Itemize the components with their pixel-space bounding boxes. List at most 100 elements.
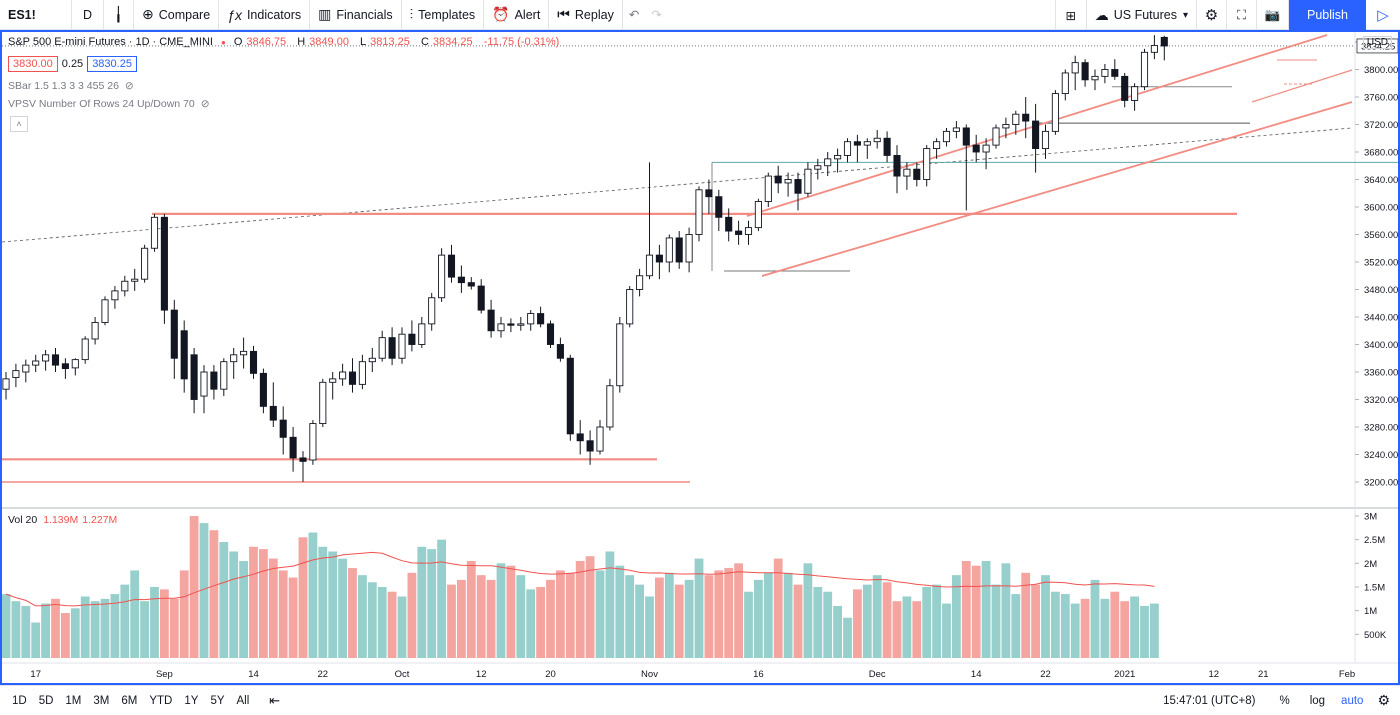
financials-button[interactable]: ▥ Financials	[310, 0, 402, 30]
time-tick-label: Oct	[395, 669, 410, 680]
range-button-ytd[interactable]: YTD	[149, 694, 173, 707]
log-toggle[interactable]: log	[1309, 694, 1326, 707]
volume-bar	[120, 584, 130, 658]
candle-body	[170, 309, 178, 359]
volume-bar	[526, 589, 536, 658]
volume-label: Vol 20	[8, 514, 38, 526]
range-button-1y[interactable]: 1Y	[184, 694, 199, 707]
volume-bar	[595, 570, 605, 658]
candle-body	[1160, 36, 1168, 47]
financials-label: Financials	[336, 7, 393, 22]
volume-bar	[437, 539, 446, 658]
volume-bar	[773, 558, 783, 658]
legend-title[interactable]: S&P 500 E-mini Futures	[8, 36, 126, 48]
volume-bar	[882, 582, 892, 658]
candle-body	[487, 309, 495, 332]
undo-button[interactable]: ↶	[623, 0, 645, 30]
volume-bar	[367, 582, 377, 658]
price-tick-label: 3760.00	[1364, 93, 1398, 104]
candle-body	[824, 158, 832, 167]
legend-close: 3834.25	[432, 36, 473, 48]
currency-label[interactable]: USD	[1362, 36, 1392, 49]
chevron-down-icon: ▾	[1182, 9, 1188, 21]
volume-bar	[476, 575, 486, 658]
eye-hidden-icon[interactable]: ⊘	[124, 80, 134, 92]
clock-label[interactable]: 15:47:01 (UTC+8)	[1163, 694, 1256, 707]
range-button-5d[interactable]: 5D	[38, 694, 54, 707]
price-tick-label: 3520.00	[1364, 258, 1398, 269]
range-button-1m[interactable]: 1M	[65, 694, 82, 707]
range-button-5y[interactable]: 5Y	[210, 694, 225, 707]
volume-bar	[179, 570, 189, 658]
volume-bar	[892, 601, 902, 658]
templates-button[interactable]: ⫶ Templates	[402, 0, 485, 30]
channel-mid	[1251, 69, 1353, 103]
candle-body	[923, 148, 931, 180]
time-tick-label: 14	[971, 669, 982, 680]
chart-area[interactable]: 3840.003800.003760.003720.003680.003640.…	[0, 30, 1400, 685]
indicators-label: Indicators	[246, 7, 302, 22]
indicator-vpsv[interactable]: VPSV Number Of Rows 24 Up/Down 70 ⊘	[8, 98, 210, 110]
candle-body	[131, 278, 139, 282]
candle-body	[1081, 62, 1089, 81]
volume-bar	[546, 579, 555, 658]
candle-body	[1012, 113, 1020, 125]
percent-toggle[interactable]: %	[1279, 694, 1290, 707]
bid-box[interactable]: 3830.00	[8, 56, 58, 72]
range-button-3m[interactable]: 3M	[93, 694, 110, 707]
candle-body	[804, 168, 812, 194]
eye-hidden-icon[interactable]: ⊘	[200, 98, 210, 110]
candle-body	[863, 141, 871, 146]
chart-type-button[interactable]: ╽	[104, 0, 134, 30]
fullscreen-button[interactable]: ⛶	[1227, 0, 1257, 30]
gear-icon[interactable]: ⚙	[1377, 692, 1390, 708]
candle-body	[705, 189, 713, 198]
publish-button[interactable]: Publish	[1289, 0, 1366, 30]
camera-icon: 📷	[1264, 7, 1281, 22]
symbol-search-button[interactable]: ES1!	[0, 0, 72, 30]
range-button-6m[interactable]: 6M	[121, 694, 138, 707]
templates-label: Templates	[418, 7, 476, 22]
top-toolbar: ES1! D ╽ ⊕ Compare ƒx Indicators ▥ Finan…	[0, 0, 1400, 30]
legend-low: 3813.25	[370, 36, 410, 48]
candle-body	[269, 405, 277, 421]
play-button[interactable]: ▷	[1366, 0, 1400, 30]
settings-button[interactable]: ⚙	[1197, 0, 1227, 30]
time-tick-label: 22	[318, 669, 329, 680]
price-tick-label: 3640.00	[1364, 175, 1398, 186]
candle-body	[457, 276, 465, 284]
volume-bar	[160, 589, 169, 658]
chart-canvas[interactable]: 3840.003800.003760.003720.003680.003640.…	[2, 32, 1398, 683]
volume-bar	[655, 577, 664, 658]
candles-layer	[2, 35, 1168, 482]
ask-box[interactable]: 3830.25	[87, 56, 137, 72]
time-tick-label: 20	[545, 669, 556, 680]
symbol-label: ES1!	[8, 7, 36, 22]
legend-collapse-button[interactable]: ˄	[10, 116, 28, 132]
volume-bar	[565, 572, 575, 658]
current-price-label: 3834.25	[1361, 41, 1395, 52]
price-tick-label: 3400.00	[1364, 340, 1398, 351]
indicator-sbar[interactable]: SBar 1.5 1.3 3 3 455 26 ⊘	[8, 80, 134, 92]
layout-button[interactable]: ⊞	[1054, 0, 1087, 30]
range-button-1d[interactable]: 1D	[12, 694, 27, 707]
volume-bars	[2, 516, 1159, 658]
volume-bar	[229, 551, 239, 658]
range-button-all[interactable]: All	[236, 694, 250, 707]
snapshot-button[interactable]: 📷	[1257, 0, 1289, 30]
indicators-button[interactable]: ƒx Indicators	[219, 0, 311, 30]
volume-bar	[219, 542, 229, 658]
auto-toggle[interactable]: auto	[1341, 694, 1364, 707]
date-range-icon[interactable]: ⇤	[269, 692, 281, 708]
price-tick-label: 3600.00	[1364, 203, 1398, 214]
replay-button[interactable]: ⏮ Replay	[549, 0, 623, 30]
redo-button[interactable]: ↷	[645, 0, 667, 30]
exchange-selector[interactable]: ☁ US Futures ▾	[1087, 0, 1197, 30]
volume-bar	[150, 587, 159, 658]
candle-body	[477, 285, 485, 311]
alert-button[interactable]: ⏰ Alert	[484, 0, 550, 30]
interval-button[interactable]: D	[72, 0, 104, 30]
compare-button[interactable]: ⊕ Compare	[134, 0, 220, 30]
volume-legend[interactable]: Vol 20 1.139M 1.227M	[8, 514, 117, 526]
volume-bar	[70, 608, 80, 658]
